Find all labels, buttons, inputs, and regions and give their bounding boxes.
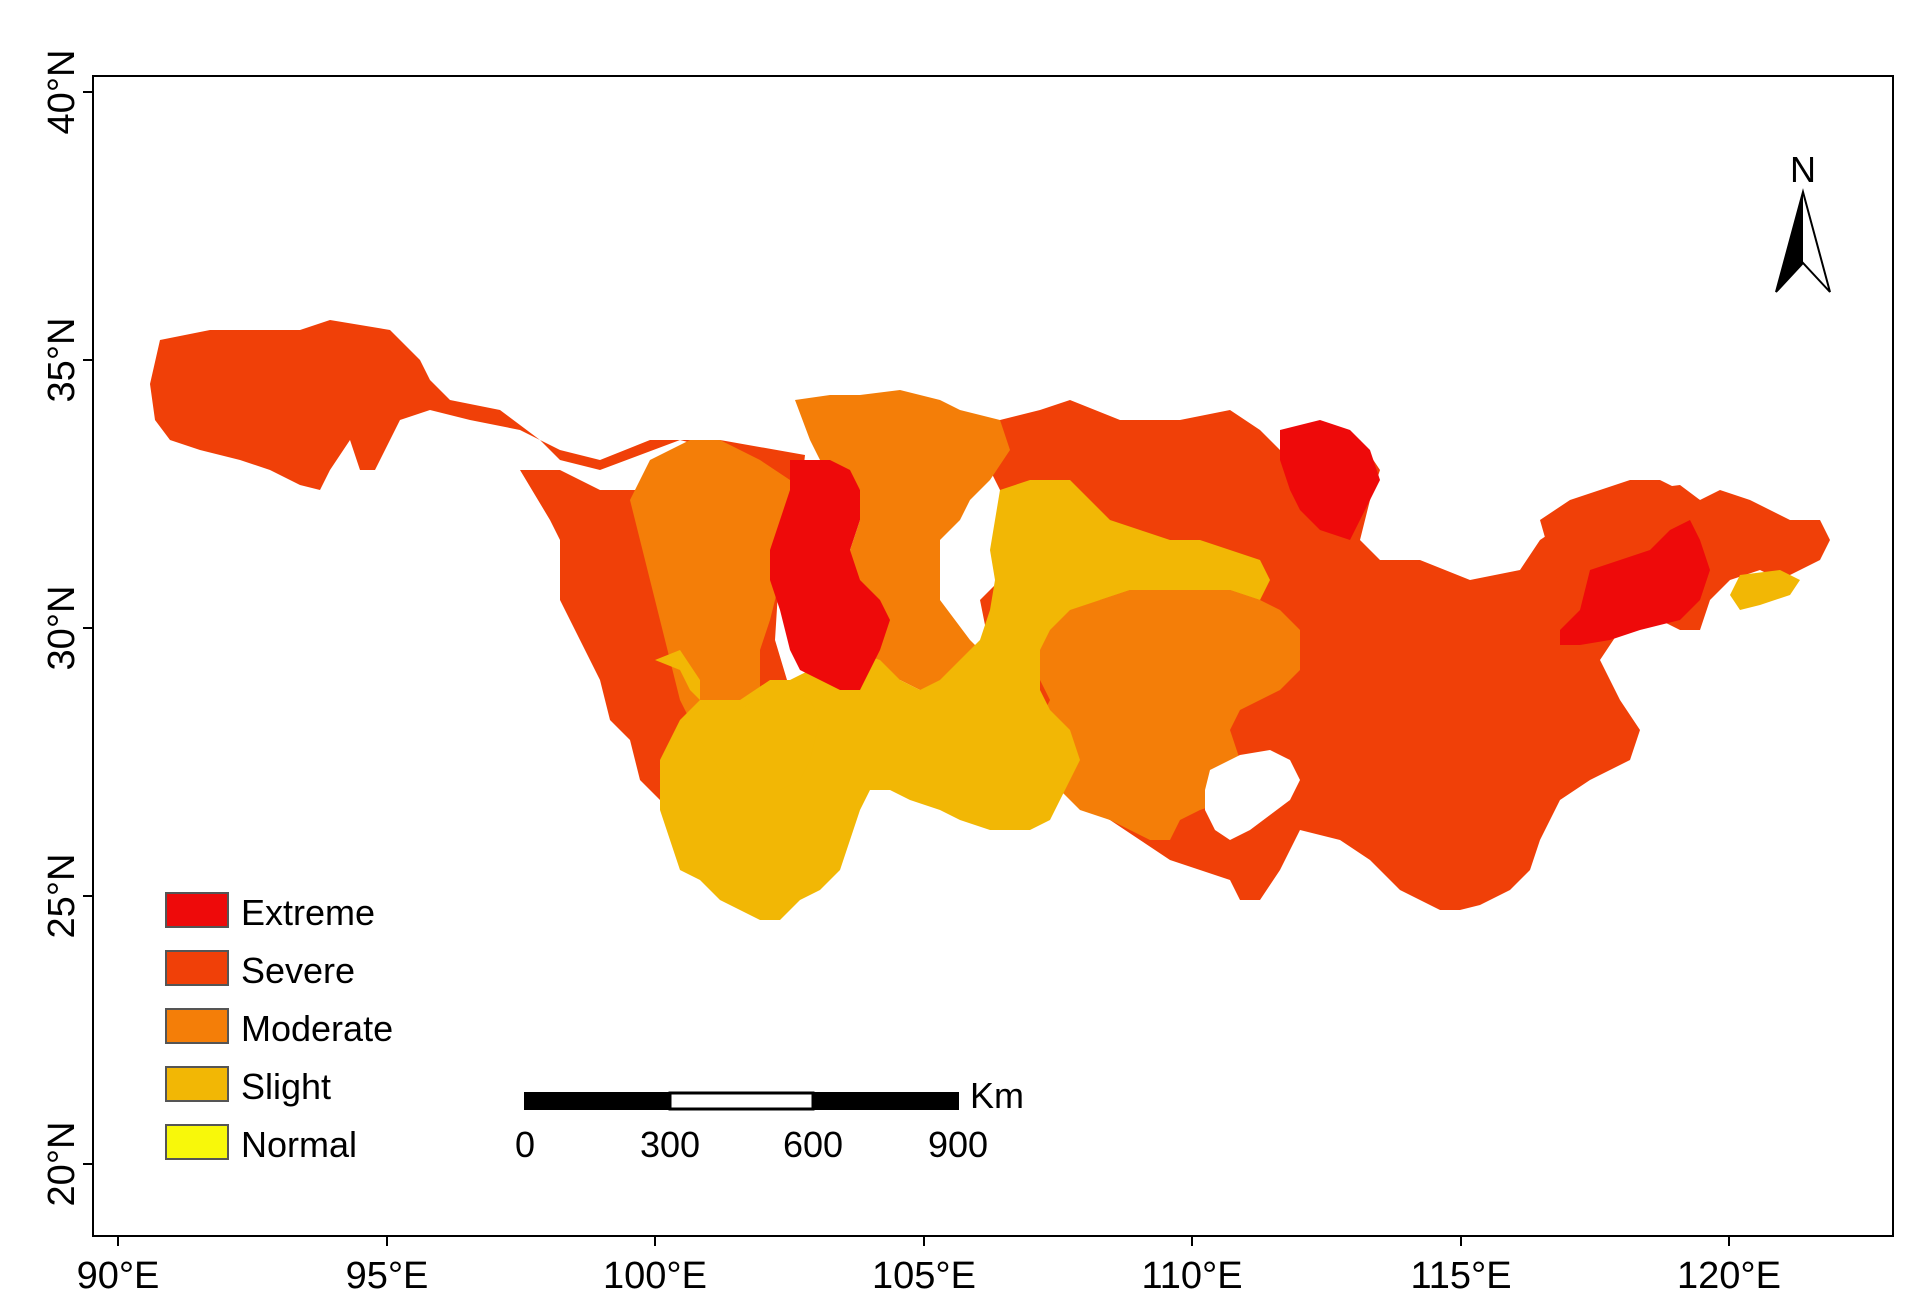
scale-label-300: 300 xyxy=(640,1124,700,1165)
scale-label-900: 900 xyxy=(928,1124,988,1165)
north-arrow-label: N xyxy=(1790,149,1816,190)
region-slight-central xyxy=(660,480,1270,920)
y-tick-label: 40°N xyxy=(41,50,83,135)
legend: Extreme Severe Moderate Slight Normal xyxy=(165,892,393,1165)
x-axis xyxy=(117,1236,1730,1246)
x-tick-label: 110°E xyxy=(1141,1255,1242,1297)
x-tick-labels: 90°E 95°E 100°E 105°E 110°E 115°E 120°E xyxy=(77,1255,1781,1297)
region-extreme-north xyxy=(1280,420,1380,540)
legend-swatch-normal xyxy=(165,1124,229,1160)
north-arrow-icon xyxy=(1775,188,1831,293)
x-tick-label: 115°E xyxy=(1410,1255,1511,1297)
legend-swatch-slight xyxy=(165,1066,229,1102)
legend-swatch-extreme xyxy=(165,892,229,928)
y-tick-label: 20°N xyxy=(41,1122,83,1207)
y-axis xyxy=(83,91,93,1165)
legend-swatch-severe xyxy=(165,950,229,986)
region-extreme-west xyxy=(770,460,890,690)
x-tick-label: 105°E xyxy=(872,1255,976,1297)
y-tick-label: 35°N xyxy=(41,318,83,403)
basin-regions xyxy=(150,320,1830,920)
region-slight-coast xyxy=(1730,570,1800,610)
legend-label-moderate: Moderate xyxy=(241,1008,393,1049)
region-severe-sichuan xyxy=(560,520,700,800)
y-tick-label: 30°N xyxy=(41,586,83,671)
legend-swatch-moderate xyxy=(165,1008,229,1044)
scale-bar: Km 0 300 600 900 xyxy=(515,1075,1024,1165)
region-slight-southwest xyxy=(655,650,820,790)
legend-label-severe: Severe xyxy=(241,950,355,991)
x-tick-label: 95°E xyxy=(346,1255,429,1297)
scale-segment-2 xyxy=(668,1091,815,1111)
scale-unit: Km xyxy=(970,1075,1024,1116)
scale-label-600: 600 xyxy=(783,1124,843,1165)
x-tick-label: 100°E xyxy=(603,1255,707,1297)
y-tick-label: 25°N xyxy=(41,854,83,939)
region-severe-west xyxy=(150,320,805,500)
region-extreme-east xyxy=(1560,520,1710,645)
legend-label-normal: Normal xyxy=(241,1124,357,1165)
scale-label-0: 0 xyxy=(515,1124,535,1165)
scale-segment-3 xyxy=(812,1092,959,1110)
legend-label-extreme: Extreme xyxy=(241,892,375,933)
x-tick-label: 90°E xyxy=(77,1255,160,1297)
region-moderate-north xyxy=(795,390,1010,700)
region-no-data xyxy=(1205,750,1300,840)
x-tick-label: 120°E xyxy=(1677,1255,1781,1297)
y-tick-labels: 20°N 25°N 30°N 35°N 40°N xyxy=(41,50,83,1207)
legend-label-slight: Slight xyxy=(241,1066,331,1107)
scale-segment-1 xyxy=(524,1092,671,1110)
